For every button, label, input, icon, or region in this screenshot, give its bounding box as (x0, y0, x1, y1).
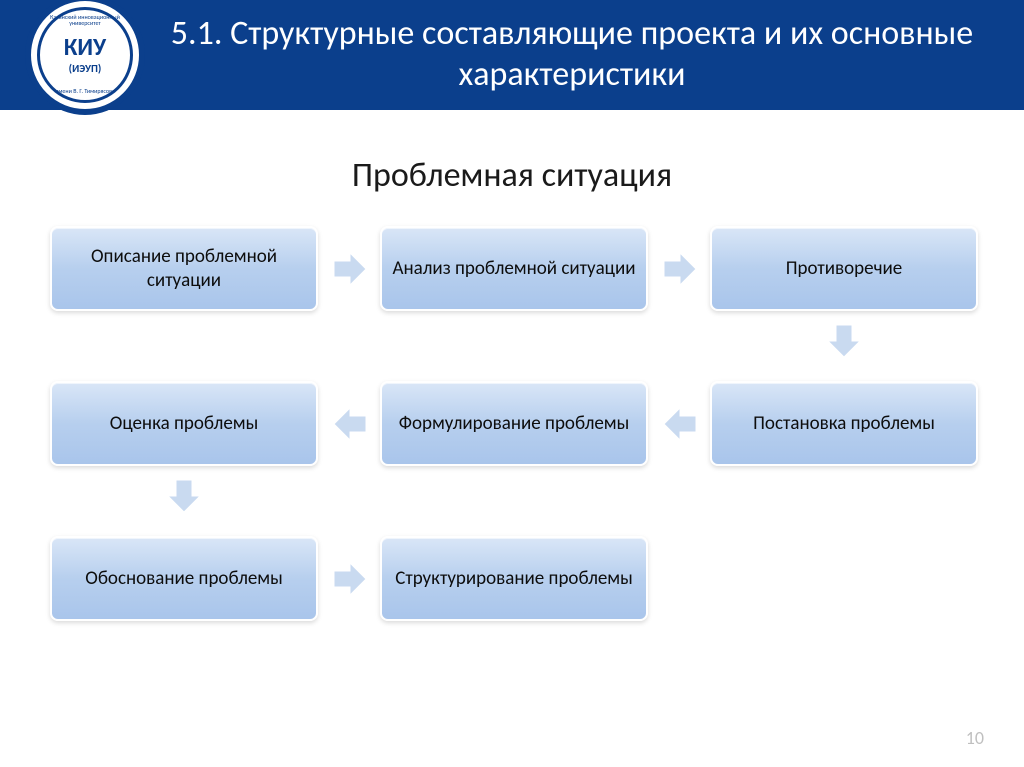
flow-arrow-0 (330, 249, 370, 289)
flow-arrow-1 (660, 249, 700, 289)
flowchart: Описание проблемной ситуации Анализ пробл… (30, 226, 994, 706)
page-number: 10 (966, 727, 984, 749)
flow-arrow-2 (824, 321, 864, 361)
logo-sub-text: (ИЭУП) (69, 62, 102, 75)
flow-arrow-4 (330, 404, 370, 444)
flow-node-n8: Структурирование проблемы (380, 536, 648, 621)
flow-node-n3: Противоречие (710, 226, 978, 311)
flow-node-n4: Постановка проблемы (710, 381, 978, 466)
logo-ring-bottom: имени В. Г. Тимирясова (55, 87, 115, 95)
logo-main-text: КИУ (64, 36, 106, 60)
slide-subtitle: Проблемная ситуация (0, 155, 1024, 196)
logo-ring-top: Казанский инновационный университет (40, 14, 130, 26)
flow-node-n6: Оценка проблемы (50, 381, 318, 466)
university-logo: Казанский инновационный университет КИУ … (25, 0, 145, 115)
flow-node-n5: Формулирование проблемы (380, 381, 648, 466)
flow-arrow-5 (164, 476, 204, 516)
flow-node-n1: Описание проблемной ситуации (50, 226, 318, 311)
flow-node-n7: Обоснование проблемы (50, 536, 318, 621)
slide-header: Казанский инновационный университет КИУ … (0, 0, 1024, 110)
flow-arrow-3 (660, 404, 700, 444)
flow-node-n2: Анализ проблемной ситуации (380, 226, 648, 311)
slide-title: 5.1. Структурные составляющие проекта и … (0, 14, 1024, 96)
flow-arrow-6 (330, 559, 370, 599)
